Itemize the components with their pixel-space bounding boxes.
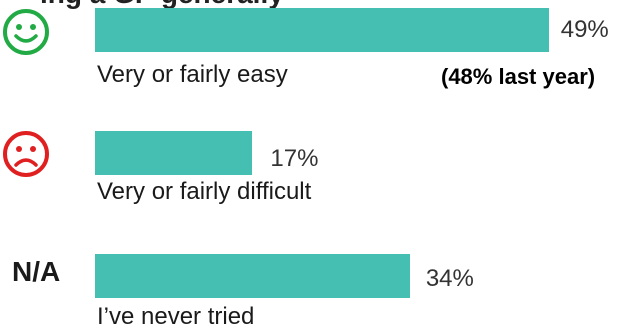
category-label-never-tried: I’ve never tried — [97, 303, 255, 330]
bar-never-tried — [95, 254, 410, 298]
category-label-difficult: Very or fairly difficult — [97, 178, 312, 205]
bar-very-or-fairly-easy — [95, 8, 549, 52]
value-label-never-tried: 34% — [425, 265, 474, 292]
bar-very-or-fairly-difficult — [95, 131, 253, 175]
happy-face-icon — [3, 9, 49, 55]
value-label-difficult: 17% — [270, 145, 319, 172]
na-label: N/A — [12, 256, 61, 287]
clipped-title: ing a GP generally — [40, 0, 284, 10]
category-label-easy: Very or fairly easy — [97, 61, 288, 88]
value-label-easy: 49% — [560, 16, 609, 43]
last-year-note: (48% last year) — [441, 64, 596, 89]
sad-face-icon — [3, 131, 49, 177]
